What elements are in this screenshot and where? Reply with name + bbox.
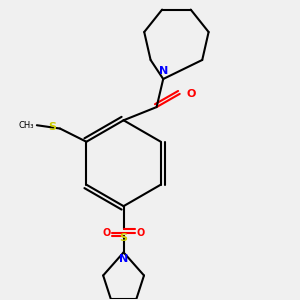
Text: S: S — [120, 232, 128, 243]
Text: S: S — [49, 122, 57, 132]
Text: CH₃: CH₃ — [18, 121, 34, 130]
Text: N: N — [159, 66, 168, 76]
Text: O: O — [186, 89, 196, 99]
Text: O: O — [137, 228, 145, 238]
Text: N: N — [119, 254, 128, 264]
Text: O: O — [102, 228, 110, 238]
